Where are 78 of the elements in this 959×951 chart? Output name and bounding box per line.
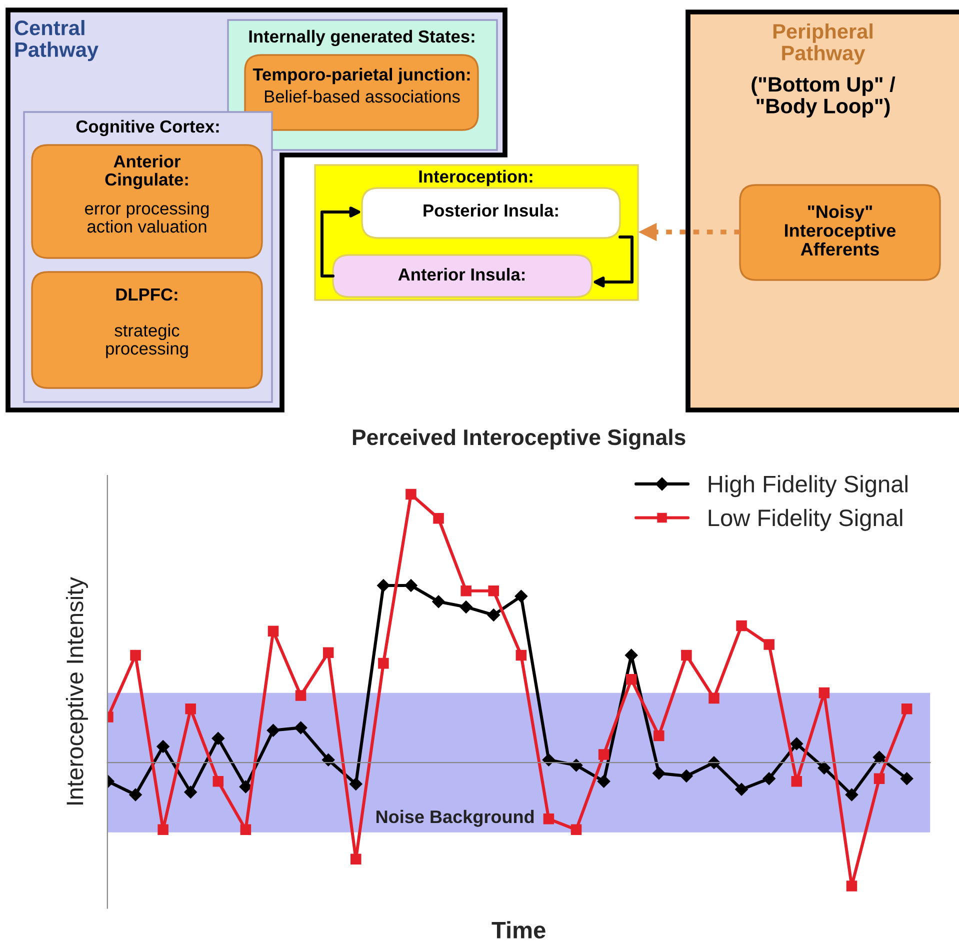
point xyxy=(597,774,610,788)
point xyxy=(349,778,362,790)
point xyxy=(845,788,858,802)
text: Anterior Cingulate: xyxy=(105,154,188,190)
point xyxy=(874,773,885,784)
text: Interoception: xyxy=(419,170,532,186)
point xyxy=(294,721,308,734)
point xyxy=(570,758,583,772)
point xyxy=(708,692,720,704)
point xyxy=(350,854,362,865)
point xyxy=(130,650,141,661)
point xyxy=(460,585,472,596)
point xyxy=(626,674,637,685)
text: Peripheral Pathway xyxy=(773,23,872,65)
point xyxy=(268,626,279,636)
point xyxy=(184,786,198,798)
point xyxy=(239,780,252,794)
point xyxy=(598,749,610,760)
point xyxy=(158,824,168,836)
point xyxy=(433,513,444,524)
point xyxy=(460,600,472,614)
text: Central Pathway xyxy=(14,20,98,62)
point xyxy=(762,772,776,786)
point xyxy=(406,488,416,500)
point xyxy=(791,776,802,787)
text: Posterior Insula: xyxy=(424,204,558,217)
legend-label: High Fidelity Signal xyxy=(708,475,908,498)
point xyxy=(542,753,556,766)
point xyxy=(818,762,831,774)
point xyxy=(708,756,720,769)
point xyxy=(240,824,252,836)
point xyxy=(514,590,528,603)
point xyxy=(680,770,693,782)
point xyxy=(543,814,554,824)
text: Cognitive Cortex: xyxy=(76,120,219,136)
point xyxy=(295,690,306,701)
y-axis-title: Interoceptive Intensity xyxy=(66,577,88,805)
point xyxy=(378,658,389,669)
text: ("Bottom Up" / "Body Loop") xyxy=(752,76,896,118)
text: DLPFC: xyxy=(116,288,178,301)
point xyxy=(818,687,830,698)
point xyxy=(652,766,666,780)
text: Temporo-parietal junction: xyxy=(252,68,470,84)
point xyxy=(790,737,804,750)
x-axis-title: Time xyxy=(492,921,546,939)
point xyxy=(488,585,499,596)
point xyxy=(322,647,334,658)
band-label: Noise Background xyxy=(376,810,534,827)
point xyxy=(156,740,170,753)
point xyxy=(487,608,500,622)
point xyxy=(432,595,445,608)
point xyxy=(681,650,692,661)
point xyxy=(129,788,142,802)
point xyxy=(764,639,774,650)
point xyxy=(736,620,747,632)
point xyxy=(516,650,527,661)
point xyxy=(654,730,664,742)
text: Belief-based associations xyxy=(264,90,460,103)
point xyxy=(900,772,914,786)
point xyxy=(872,750,886,764)
text: "Noisy" Interoceptive Afferents xyxy=(785,204,896,256)
point xyxy=(185,704,196,714)
legend-label: Low Fidelity Signal xyxy=(708,508,902,531)
text: error processing action valuation xyxy=(85,202,209,233)
text: strategic processing xyxy=(106,324,188,358)
point xyxy=(901,704,912,714)
text: Anterior Insula: xyxy=(398,268,524,281)
point xyxy=(266,724,280,737)
point xyxy=(570,824,582,836)
point xyxy=(846,880,858,892)
point xyxy=(322,753,335,766)
text: Internally generated States: xyxy=(249,30,474,46)
point xyxy=(735,782,748,796)
chart-title: Perceived Interoceptive Signals xyxy=(352,428,686,450)
point xyxy=(212,732,225,745)
point xyxy=(404,579,418,592)
point xyxy=(377,579,390,592)
point xyxy=(212,776,224,787)
